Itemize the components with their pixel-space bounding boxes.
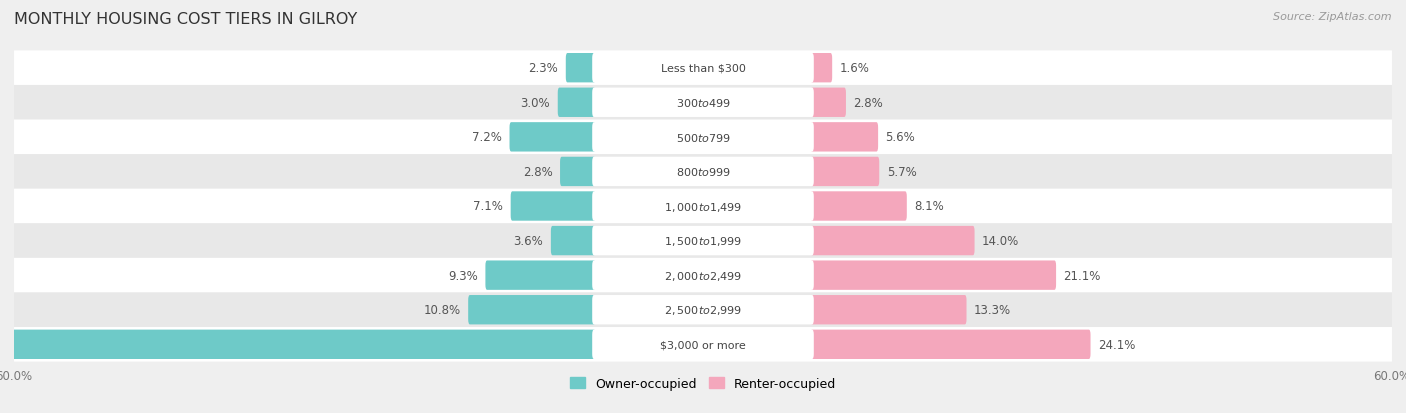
FancyBboxPatch shape	[810, 123, 879, 152]
FancyBboxPatch shape	[592, 157, 814, 187]
FancyBboxPatch shape	[592, 54, 814, 83]
FancyBboxPatch shape	[810, 261, 1056, 290]
Text: 8.1%: 8.1%	[914, 200, 943, 213]
FancyBboxPatch shape	[510, 192, 596, 221]
Text: 2.8%: 2.8%	[523, 166, 553, 178]
FancyBboxPatch shape	[14, 86, 1392, 120]
FancyBboxPatch shape	[592, 192, 814, 221]
FancyBboxPatch shape	[14, 293, 1392, 327]
FancyBboxPatch shape	[0, 330, 596, 359]
Text: 2.8%: 2.8%	[853, 97, 883, 109]
FancyBboxPatch shape	[592, 123, 814, 152]
FancyBboxPatch shape	[14, 327, 1392, 362]
Text: 5.7%: 5.7%	[887, 166, 917, 178]
Text: 2.3%: 2.3%	[529, 62, 558, 75]
FancyBboxPatch shape	[810, 295, 966, 325]
FancyBboxPatch shape	[810, 226, 974, 256]
Text: 13.3%: 13.3%	[974, 304, 1011, 316]
Text: $500 to $799: $500 to $799	[675, 131, 731, 143]
Text: 3.6%: 3.6%	[513, 235, 543, 247]
Text: 1.6%: 1.6%	[839, 62, 869, 75]
Text: 9.3%: 9.3%	[449, 269, 478, 282]
FancyBboxPatch shape	[14, 258, 1392, 293]
FancyBboxPatch shape	[558, 88, 596, 118]
Text: 10.8%: 10.8%	[423, 304, 461, 316]
FancyBboxPatch shape	[592, 295, 814, 325]
FancyBboxPatch shape	[560, 157, 596, 187]
FancyBboxPatch shape	[810, 192, 907, 221]
Text: 3.0%: 3.0%	[520, 97, 550, 109]
FancyBboxPatch shape	[14, 51, 1392, 86]
FancyBboxPatch shape	[551, 226, 596, 256]
FancyBboxPatch shape	[592, 226, 814, 256]
FancyBboxPatch shape	[468, 295, 596, 325]
Text: $2,000 to $2,499: $2,000 to $2,499	[664, 269, 742, 282]
FancyBboxPatch shape	[592, 330, 814, 359]
Text: $800 to $999: $800 to $999	[675, 166, 731, 178]
FancyBboxPatch shape	[565, 54, 596, 83]
FancyBboxPatch shape	[810, 157, 879, 187]
Text: 7.1%: 7.1%	[474, 200, 503, 213]
Text: 21.1%: 21.1%	[1063, 269, 1101, 282]
FancyBboxPatch shape	[14, 189, 1392, 224]
Text: 14.0%: 14.0%	[981, 235, 1019, 247]
Text: $1,000 to $1,499: $1,000 to $1,499	[664, 200, 742, 213]
FancyBboxPatch shape	[810, 54, 832, 83]
Text: $3,000 or more: $3,000 or more	[661, 339, 745, 349]
Legend: Owner-occupied, Renter-occupied: Owner-occupied, Renter-occupied	[565, 372, 841, 395]
Text: 7.2%: 7.2%	[472, 131, 502, 144]
Text: 5.6%: 5.6%	[886, 131, 915, 144]
Text: 24.1%: 24.1%	[1098, 338, 1136, 351]
FancyBboxPatch shape	[592, 261, 814, 290]
FancyBboxPatch shape	[14, 224, 1392, 258]
FancyBboxPatch shape	[810, 330, 1091, 359]
Text: $1,500 to $1,999: $1,500 to $1,999	[664, 235, 742, 247]
FancyBboxPatch shape	[14, 120, 1392, 155]
FancyBboxPatch shape	[810, 88, 846, 118]
FancyBboxPatch shape	[592, 88, 814, 118]
Text: $2,500 to $2,999: $2,500 to $2,999	[664, 304, 742, 316]
Text: Less than $300: Less than $300	[661, 64, 745, 74]
FancyBboxPatch shape	[509, 123, 596, 152]
FancyBboxPatch shape	[485, 261, 596, 290]
Text: Source: ZipAtlas.com: Source: ZipAtlas.com	[1274, 12, 1392, 22]
FancyBboxPatch shape	[14, 155, 1392, 189]
Text: MONTHLY HOUSING COST TIERS IN GILROY: MONTHLY HOUSING COST TIERS IN GILROY	[14, 12, 357, 27]
Text: $300 to $499: $300 to $499	[675, 97, 731, 109]
